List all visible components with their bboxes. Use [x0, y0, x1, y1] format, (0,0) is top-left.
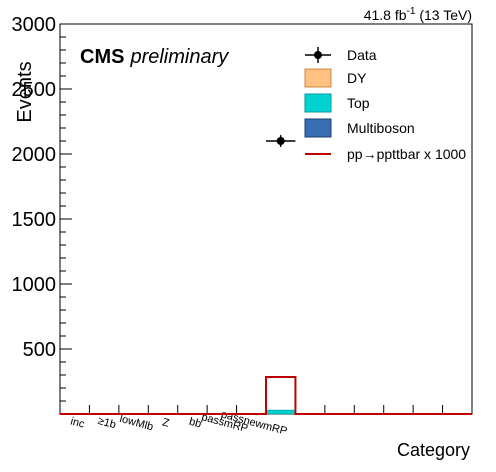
lumi-label: 41.8 fb-1 (13 TeV): [364, 6, 472, 23]
legend-swatch-dy: [304, 68, 332, 88]
legend-swatch-multiboson: [304, 118, 332, 138]
x-tick-label: inc: [69, 415, 86, 430]
legend-entry-multiboson: Multiboson: [304, 118, 415, 138]
y-tick-label: 3000: [12, 14, 57, 36]
legend-label-multiboson: Multiboson: [347, 120, 415, 136]
data-point: [276, 137, 285, 145]
x-axis-title: Category: [397, 440, 470, 460]
x-tick-label: bb: [188, 416, 203, 431]
y-tick-label: 1500: [12, 209, 57, 231]
y-axis-title: Events: [14, 61, 36, 122]
legend-data-marker: [314, 51, 322, 59]
cms-label-bold: CMS: [80, 46, 124, 68]
legend-label-dy: DY: [347, 70, 367, 86]
lumi-energy: (13 TeV): [415, 7, 472, 23]
legend-label-signal: pp→ppttbar x 1000: [347, 146, 466, 162]
chart-marks: [60, 135, 472, 415]
legend-entry-data: Data: [305, 47, 377, 63]
plot-frame: [59, 23, 473, 415]
x-tick-label: ≥1b: [97, 415, 118, 431]
legend-entry-signal: pp→ppttbar x 1000: [305, 146, 466, 162]
cms-label-italic: preliminary: [129, 46, 229, 68]
lumi-exponent: -1: [407, 6, 416, 17]
x-tick-label: lowMlb: [118, 413, 154, 433]
legend: Data DY Top Multiboson pp→ppttbar x 1000: [304, 47, 466, 162]
cms-label: CMS preliminary: [80, 46, 229, 68]
y-tick-label: 2000: [12, 144, 57, 166]
y-tick-label: 2500: [12, 79, 57, 101]
legend-label-top: Top: [347, 95, 370, 111]
lumi-value: 41.8 fb: [364, 7, 407, 23]
bar-top: [265, 409, 296, 415]
y-tick-label: 1000: [12, 274, 57, 296]
legend-entry-dy: DY: [304, 68, 367, 88]
signal-line: [60, 375, 472, 415]
legend-label-data: Data: [347, 47, 377, 63]
y-axis: 500 1000 1500 2000 2500 3000: [12, 14, 72, 402]
legend-swatch-top: [304, 93, 332, 113]
y-tick-label: 500: [23, 339, 56, 361]
legend-entry-top: Top: [304, 93, 370, 113]
x-tick-label: Z: [161, 416, 171, 429]
